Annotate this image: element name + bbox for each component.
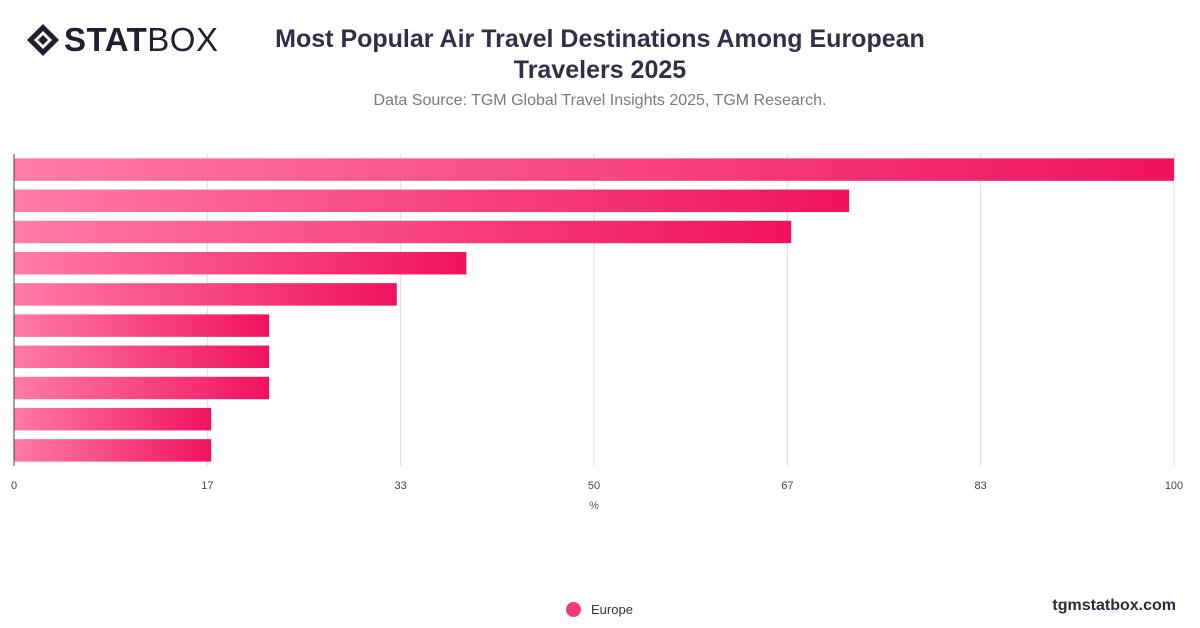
x-tick-label: 0 [11,480,17,492]
bar [14,345,270,369]
bar [14,439,212,462]
bar [14,158,1174,181]
chart-title: Most Popular Air Travel Destinations Amo… [275,25,925,84]
logo-text-light: BOX [147,21,219,58]
x-tick-label: 83 [975,480,987,492]
bar [14,220,792,244]
bar [14,283,397,306]
bar [14,251,467,275]
bar [14,376,270,400]
x-tick-label: 33 [395,480,407,492]
x-tick-label: 50 [588,480,600,492]
legend-label: Europe [591,602,633,617]
logo-text-bold: STAT [64,21,148,58]
legend-marker [566,602,581,617]
bar [14,314,270,337]
x-tick-label: 67 [781,480,793,492]
bar-chart: 0 17 33 50 67 83 100% [11,154,1183,512]
logo-diamond-icon [27,24,59,56]
x-axis-label: % [589,500,599,512]
x-tick-label: 17 [201,480,213,492]
logo-text: STATBOX [64,22,218,58]
site-credit[interactable]: tgmstatbox.com [1052,597,1176,614]
bar [14,407,212,431]
logo: STATBOX [26,22,218,58]
x-tick-label: 100 [1165,480,1183,492]
bar [14,189,850,213]
chart-subtitle: Data Source: TGM Global Travel Insights … [373,92,827,109]
legend[interactable]: Europe [566,602,633,617]
